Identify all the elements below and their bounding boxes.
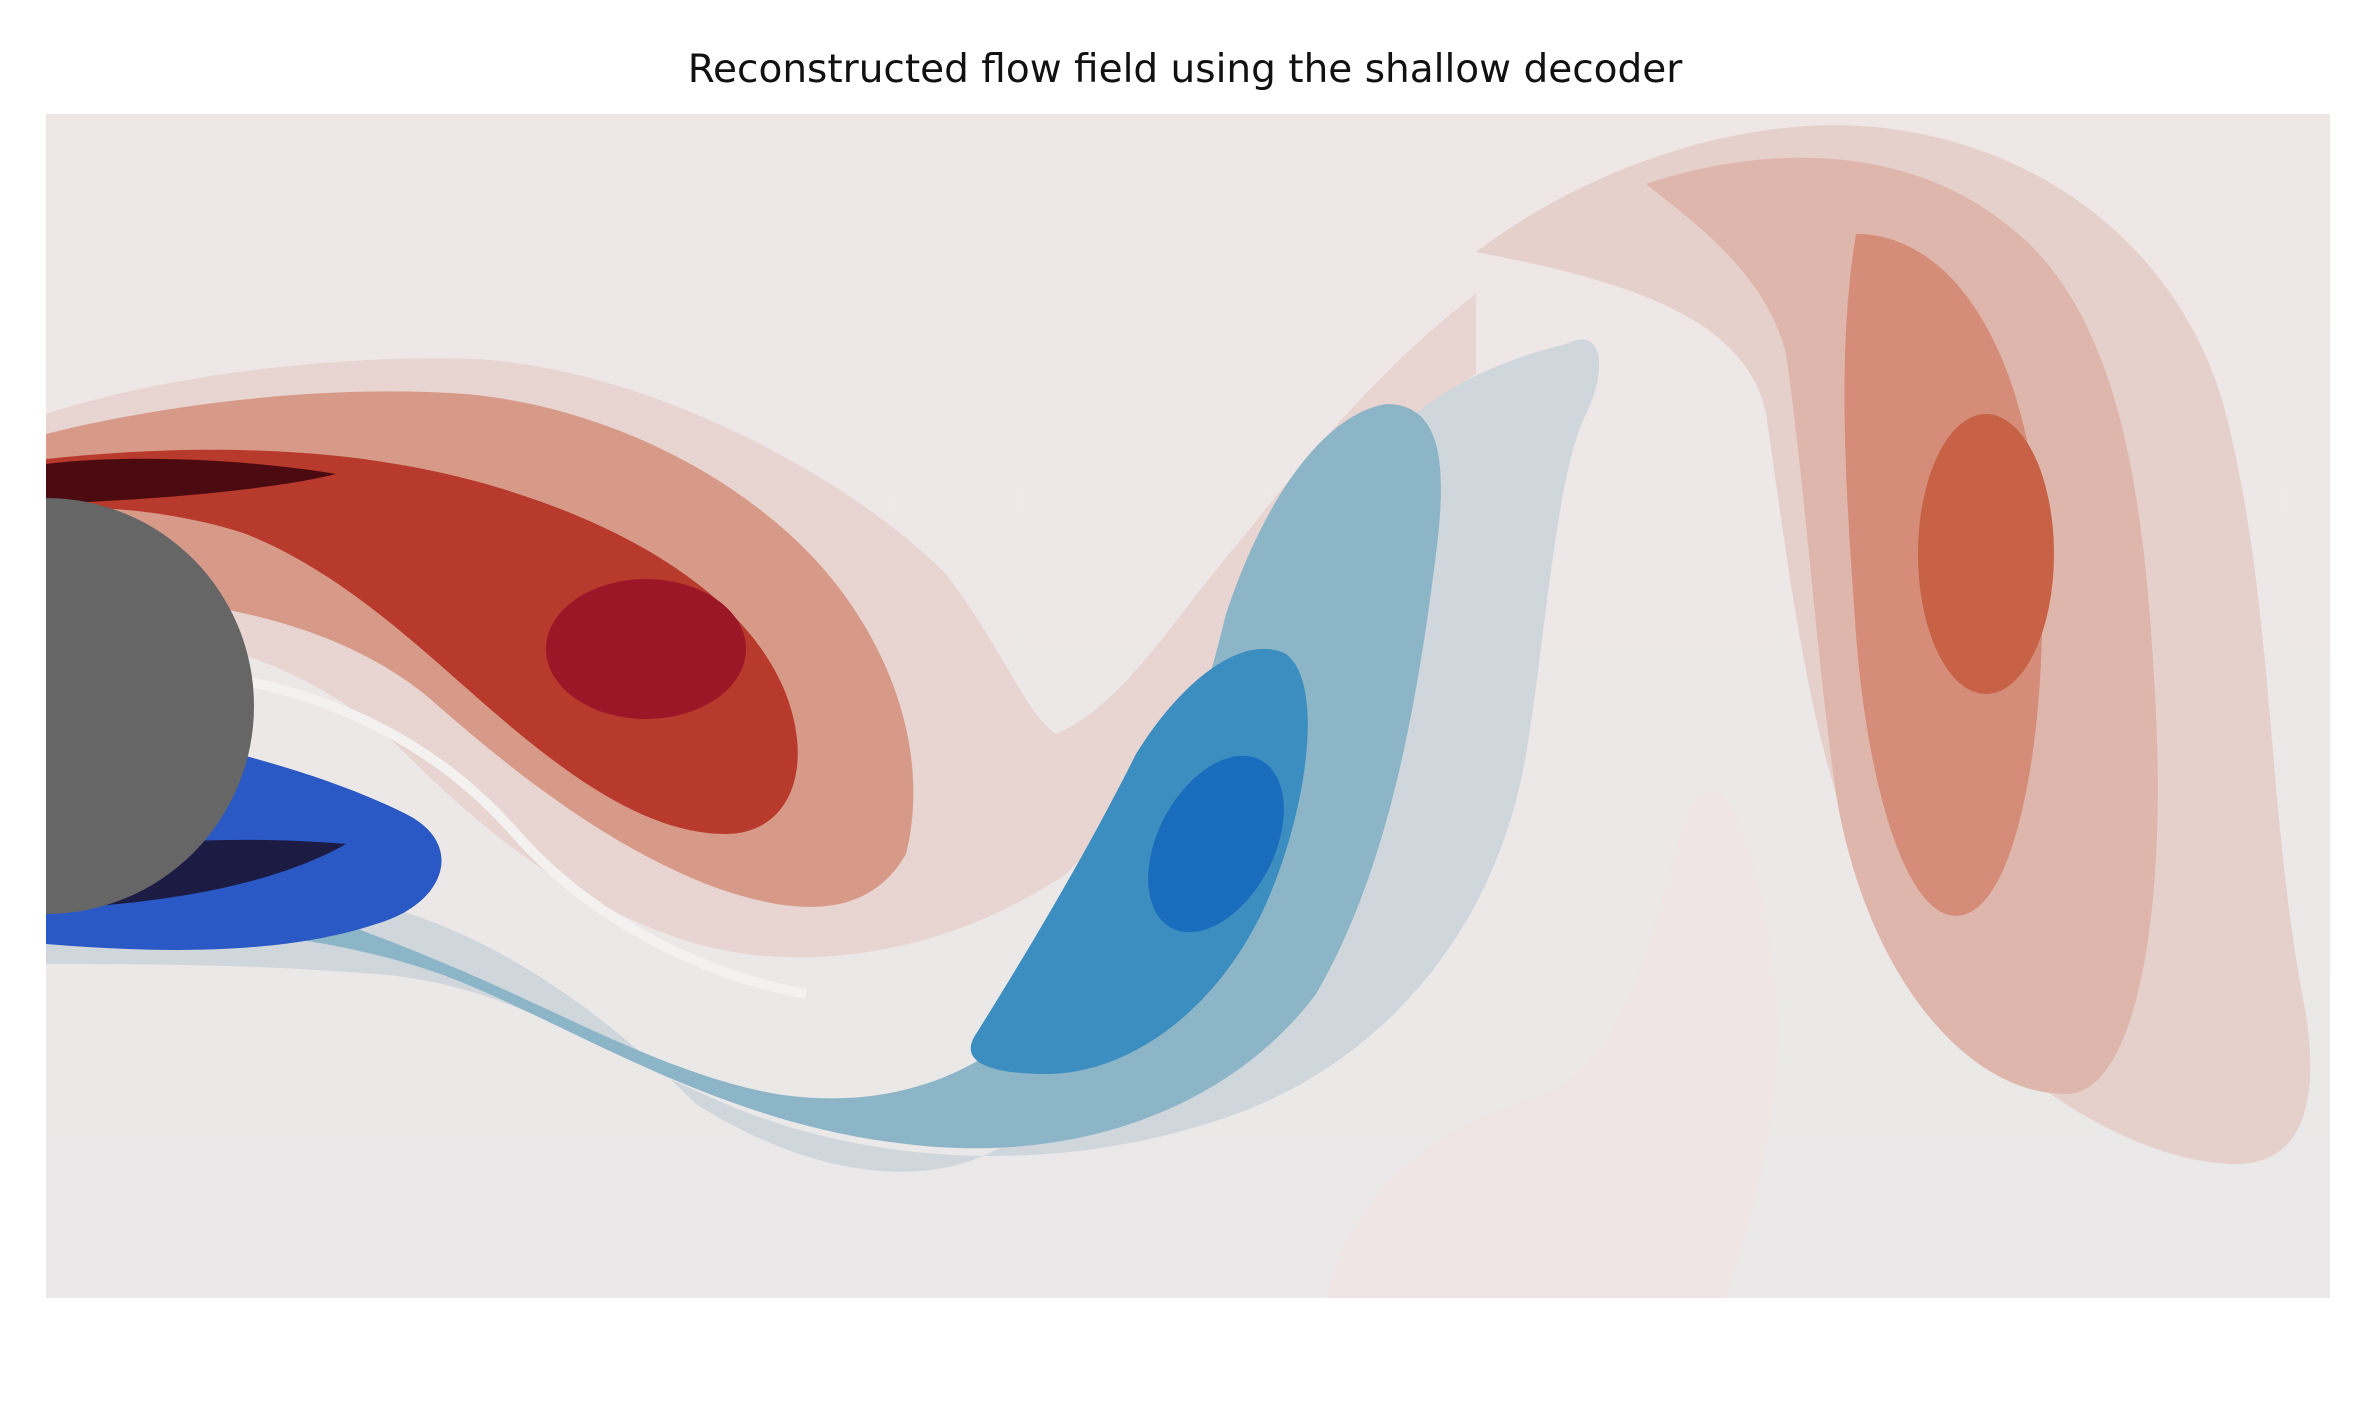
lower-lobe-strong — [970, 648, 1308, 1074]
shear-separatrix — [205, 669, 807, 999]
flow-field-plot — [46, 114, 2330, 1298]
right-vortex-core — [1918, 414, 2054, 694]
upper-shear-peak — [46, 458, 336, 504]
chart-title: Reconstructed flow field using the shall… — [687, 47, 1683, 92]
upper-vortex-core — [546, 579, 746, 719]
upper-lobe-strong — [46, 449, 798, 834]
cylinder-obstacle — [46, 498, 254, 914]
far-field-tint — [1326, 790, 1778, 1298]
lower-vortex-core — [1148, 755, 1284, 933]
